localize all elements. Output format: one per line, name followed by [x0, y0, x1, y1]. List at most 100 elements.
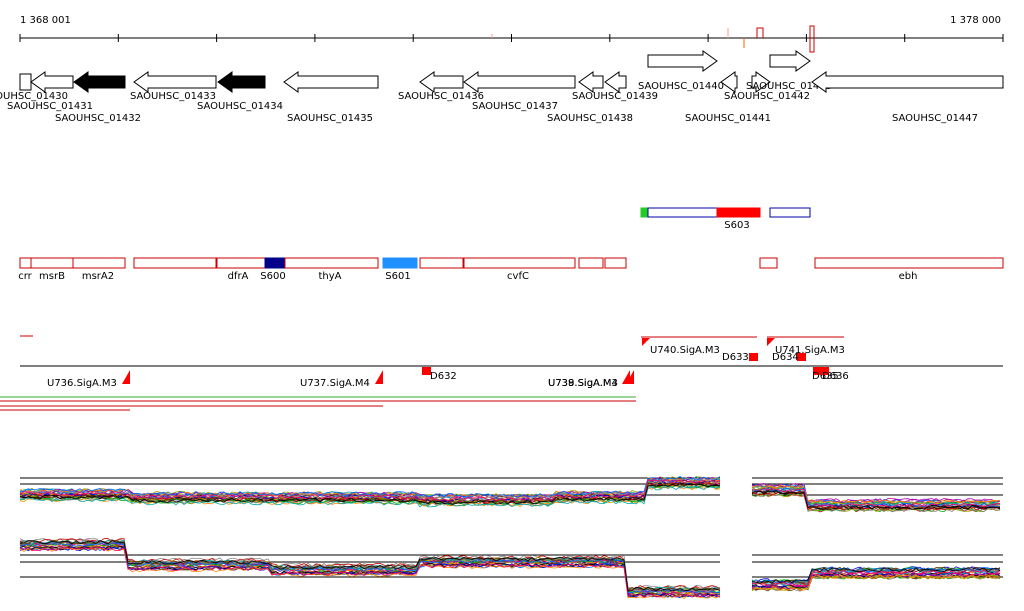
- feature-box: [814, 257, 1004, 269]
- trace: [751, 571, 1001, 589]
- gene-arrow: [419, 71, 464, 93]
- promoter-mark: [622, 370, 630, 384]
- gene-arrow: [217, 71, 266, 93]
- feature-box: [133, 257, 217, 269]
- trace: [19, 547, 721, 599]
- gene-arrow: [283, 71, 379, 93]
- gene-label: SAOUHSC_01442: [724, 91, 810, 102]
- trace: [19, 483, 721, 505]
- trace: [19, 477, 720, 499]
- feature-label: ebh: [899, 271, 918, 282]
- gene-label: SAOUHSC_01431: [7, 101, 93, 112]
- gene-label: SAOUHSC_01440: [638, 81, 724, 92]
- trace: [752, 567, 1001, 584]
- promoter-mark: [375, 370, 383, 384]
- promoter-mark: [749, 353, 758, 361]
- gene-arrow: [811, 71, 1004, 93]
- gene-arrow: [133, 71, 217, 93]
- feature-label: S601: [385, 271, 410, 282]
- trace: [751, 488, 1001, 509]
- scale-end: 1 378 000: [950, 15, 1001, 26]
- trace: [20, 542, 721, 594]
- gene-label: SAOUHSC_01434: [197, 101, 283, 112]
- gene-label: SAOUHSC_01438: [547, 113, 633, 124]
- promoter-label: U736.SigA.M3: [47, 378, 117, 389]
- expression-traces: [19, 476, 1003, 599]
- feature-box: [19, 257, 32, 269]
- trace: [19, 479, 721, 502]
- feature-box: [463, 257, 576, 269]
- gene-arrow: [30, 71, 74, 93]
- gene-arrow: [647, 50, 718, 72]
- trace: [751, 486, 1001, 507]
- feature-box: [264, 257, 286, 269]
- promoter-label: D634: [772, 352, 799, 363]
- promoter-label: D635: [812, 371, 839, 382]
- gene-arrow: [720, 71, 738, 93]
- gene-label: SAOUHSC_01439: [572, 91, 658, 102]
- feature-box: [640, 207, 649, 218]
- gene-arrow: [769, 50, 811, 72]
- trace: [19, 482, 721, 504]
- gene-arrow: [751, 71, 771, 93]
- gene-arrow: [19, 73, 32, 91]
- feature-box: [604, 257, 627, 269]
- feature-label: S603: [724, 220, 749, 231]
- feature-box: [578, 257, 604, 269]
- trace: [19, 546, 721, 598]
- feature-box: [419, 257, 464, 269]
- feature-label: dfrA: [228, 271, 249, 282]
- gene-label: SAOUHSC_01433: [130, 91, 216, 102]
- gene-label: SAOUHSC_01432: [55, 113, 141, 124]
- trace: [751, 484, 1001, 504]
- feature-box: [284, 257, 379, 269]
- ruler-ticks: [19, 34, 1004, 42]
- trace: [19, 539, 721, 592]
- feature-label: thyA: [318, 271, 341, 282]
- promoter-mark: [767, 338, 775, 346]
- promoter-label: U737.SigA.M4: [300, 378, 370, 389]
- gene-label: SAOUHSC_01436: [398, 91, 484, 102]
- gene-label: SAOUHSC_01437: [472, 101, 558, 112]
- feature-box: [72, 257, 126, 269]
- promoter-mark: [820, 367, 829, 375]
- gene-label: SAOUHSC_01441: [685, 113, 771, 124]
- trace: [751, 490, 1001, 510]
- feature-box: [30, 257, 74, 269]
- marker: [756, 27, 764, 38]
- promoter-mark: [422, 367, 431, 375]
- feature-box: [759, 257, 778, 269]
- feature-label: msrB: [39, 271, 65, 282]
- gene-arrow: [73, 71, 126, 93]
- trace: [19, 545, 721, 598]
- scale-start: 1 368 001: [20, 15, 71, 26]
- promoter-mark: [122, 370, 130, 384]
- gene-label: SAOUHSC_01430: [0, 91, 68, 102]
- promoter-label: U740.SigA.M3: [650, 345, 720, 356]
- gene-label: SAOUHSC_01435: [287, 113, 373, 124]
- promoter-label: U738.SigA.M3: [548, 378, 618, 389]
- gene-label: SAOUHSC_01447: [892, 113, 978, 124]
- trace: [751, 574, 1001, 592]
- marker: [809, 25, 815, 53]
- promoter-label: D636: [822, 371, 849, 382]
- trace: [751, 569, 1001, 587]
- gene-arrow: [604, 71, 627, 93]
- feature-box: [216, 257, 266, 269]
- feature-box: [769, 207, 811, 218]
- gene-arrow: [463, 71, 576, 93]
- trace: [751, 574, 1001, 592]
- promoter-label: U741.SigA.M3: [775, 345, 845, 356]
- promoter-mark: [813, 367, 822, 375]
- trace: [751, 492, 1001, 513]
- feature-box: [716, 207, 761, 218]
- trace: [19, 476, 721, 498]
- promoter-label: D633: [722, 352, 749, 363]
- feature-label: cvfC: [507, 271, 529, 282]
- promoter-mark: [797, 353, 806, 361]
- feature-label: S600: [260, 271, 285, 282]
- promoter-label: U739.SigA.M4: [548, 378, 618, 389]
- gene-label: SAOUHSC_01443: [746, 81, 832, 92]
- promoter-mark: [642, 338, 650, 346]
